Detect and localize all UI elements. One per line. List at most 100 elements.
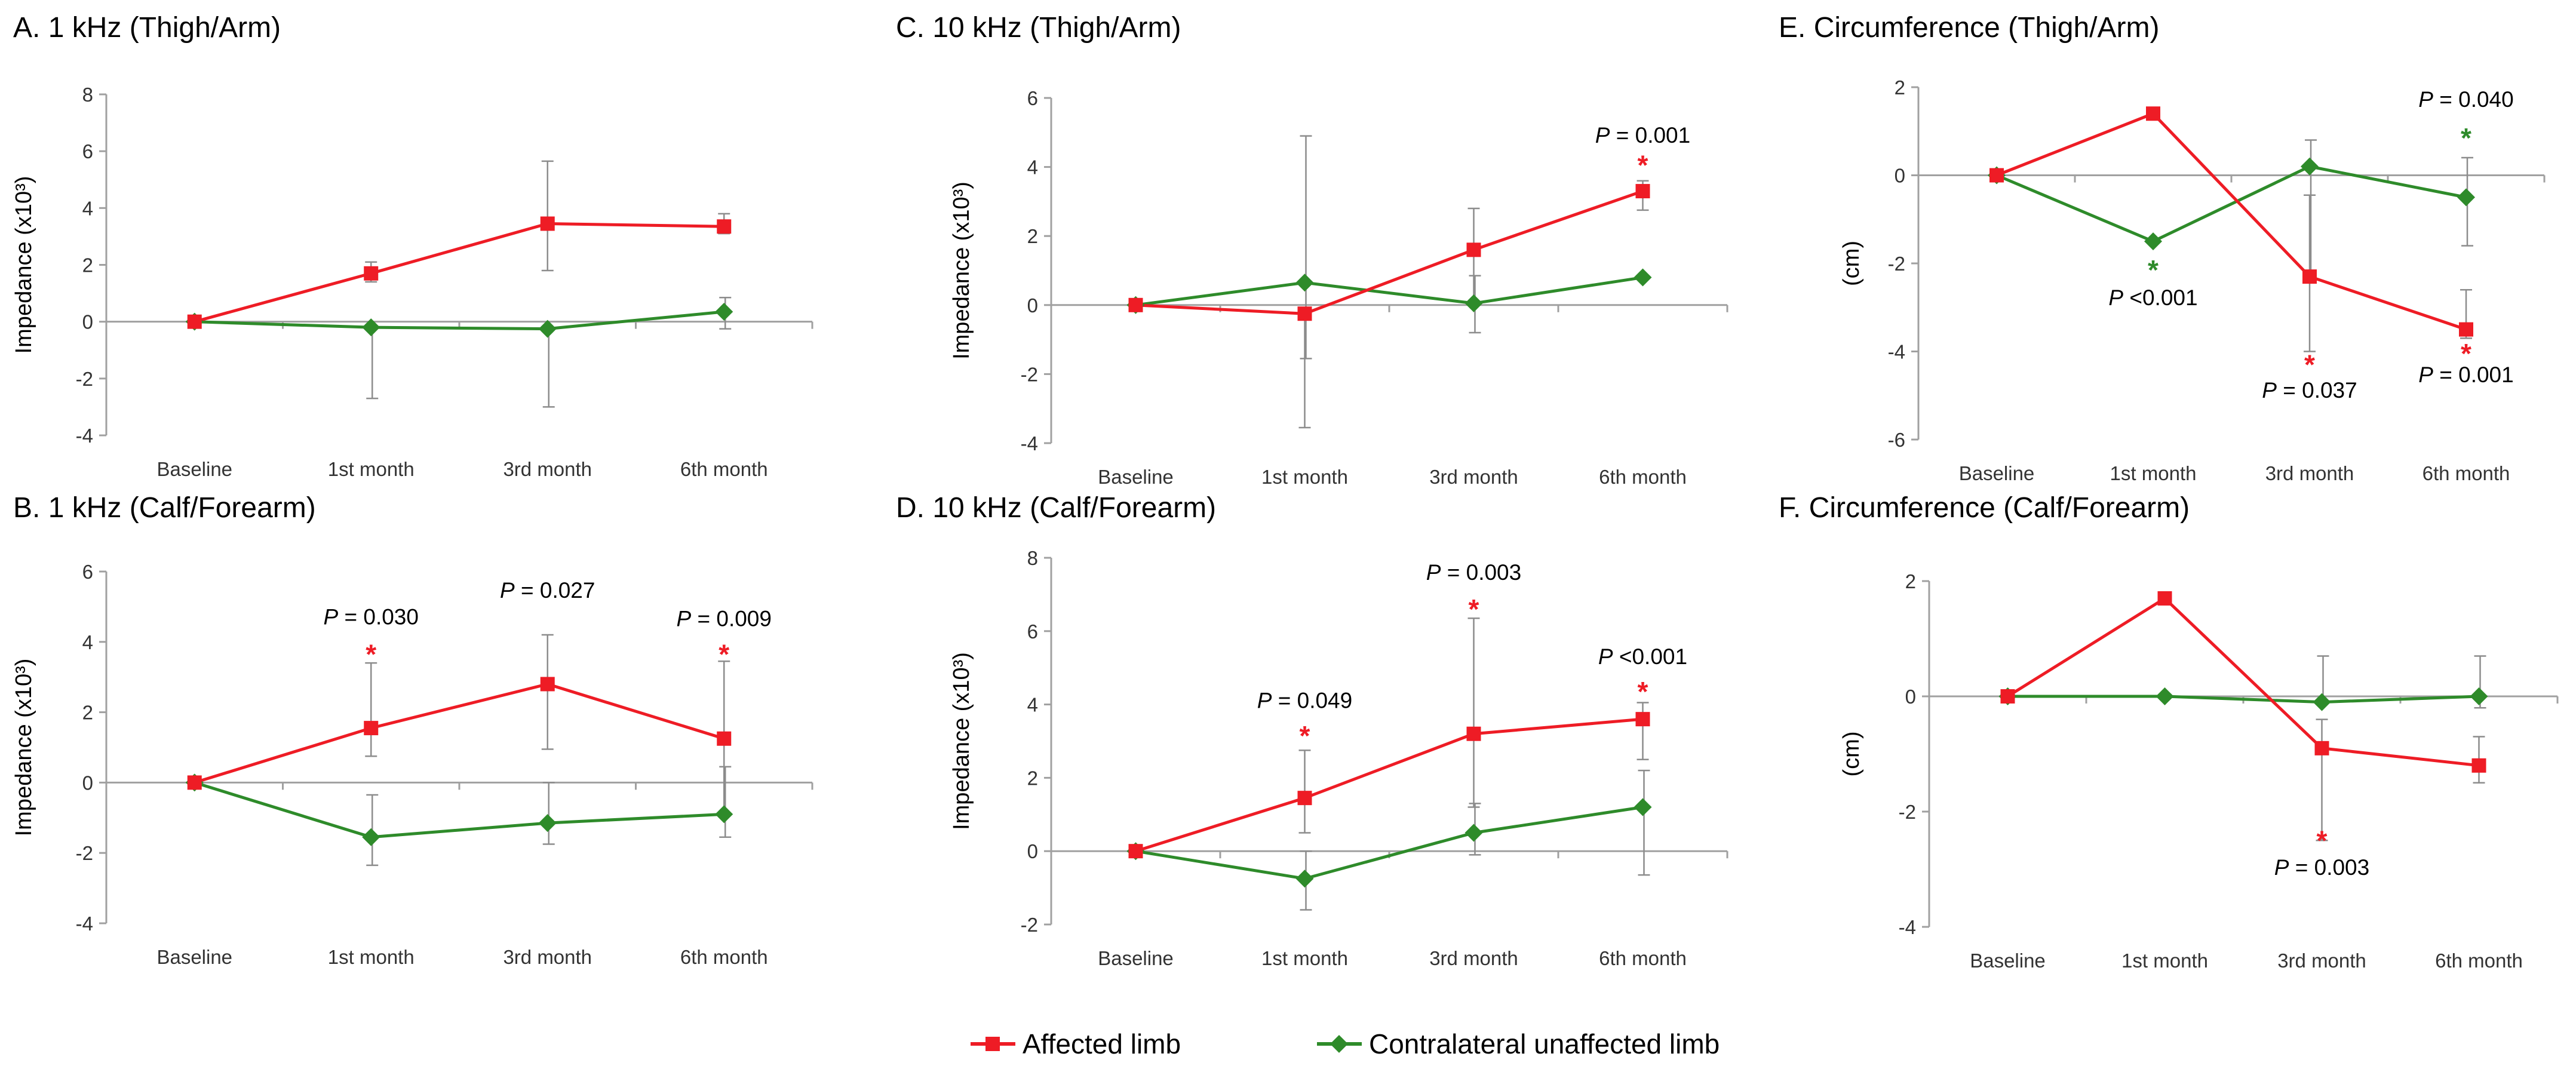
y-tick-label: -4	[1888, 341, 1905, 363]
p-value-text: = 0.009	[691, 606, 772, 631]
x-tick-label: 1st month	[1261, 466, 1348, 488]
affected-point	[1635, 712, 1650, 727]
x-tick-label: 3rd month	[503, 946, 592, 968]
affected-point	[364, 721, 379, 736]
y-axis-label: (cm)	[1839, 732, 1864, 777]
significance-star: *	[719, 638, 729, 669]
y-tick-label: 8	[1027, 547, 1038, 569]
p-symbol: P	[1595, 123, 1610, 148]
panel-B: B. 1 kHz (Calf/Forearm) Impedance (x10³) -…	[11, 492, 813, 968]
x-tick-label: 1st month	[2121, 950, 2208, 972]
y-tick-label: -4	[76, 913, 93, 935]
contralateral-point	[2144, 232, 2162, 251]
contralateral-point	[1634, 798, 1652, 816]
x-tick-label: 6th month	[680, 946, 768, 968]
p-symbol: P	[1598, 644, 1613, 669]
p-value-text: = 0.037	[2277, 378, 2357, 403]
p-symbol: P	[324, 604, 339, 629]
affected-point	[2146, 106, 2160, 121]
panel-title: F. Circumference (Calf/Forearm)	[1779, 492, 2190, 524]
p-value-text: = 0.003	[2289, 855, 2369, 880]
x-tick-label: Baseline	[1098, 466, 1174, 488]
x-tick-label: Baseline	[1959, 462, 2035, 484]
y-tick-label: -4	[76, 425, 93, 447]
contralateral-point	[1464, 824, 1483, 842]
y-axis-label: (cm)	[1839, 241, 1864, 286]
affected-point	[1128, 297, 1143, 312]
legend: Affected limb Contralateral unaffected l…	[971, 1028, 1720, 1059]
affected-point	[1466, 242, 1481, 257]
p-symbol: P	[1257, 689, 1272, 713]
p-value-annotation: P <0.001	[2108, 285, 2197, 310]
affected-point	[1466, 726, 1481, 741]
affected-point	[2314, 741, 2329, 755]
p-value-annotation: P = 0.003	[1426, 560, 1521, 585]
panel-A: A. 1 kHz (Thigh/Arm) Impedance (x10³) -4 -2…	[11, 12, 813, 480]
contralateral-series-line	[1135, 806, 1643, 880]
y-tick-label: 4	[1027, 156, 1038, 179]
x-tick-label: 6th month	[1599, 466, 1687, 488]
p-symbol: P	[500, 578, 515, 603]
p-value-annotation: P = 0.037	[2262, 378, 2357, 403]
y-tick-label: -2	[76, 842, 93, 864]
affected-series-line	[194, 222, 724, 324]
contralateral-point	[1295, 870, 1314, 888]
y-tick-label: 2	[1027, 767, 1038, 789]
y-tick-label: 0	[82, 772, 93, 794]
affected-series-line	[1135, 189, 1644, 315]
y-tick-label: 4	[82, 197, 93, 219]
affected-series-line	[1996, 112, 2467, 331]
affected-point	[2157, 591, 2172, 606]
p-symbol: P	[2108, 285, 2123, 310]
x-tick-label: 3rd month	[1429, 466, 1518, 488]
chart-panels: A. 1 kHz (Thigh/Arm) Impedance (x10³) -4 -2…	[11, 12, 2559, 972]
p-value-text: = 0.049	[1272, 689, 1352, 713]
y-tick-label: 6	[1027, 620, 1038, 643]
contralateral-point	[362, 828, 380, 846]
p-value-text: = 0.030	[338, 604, 419, 629]
y-tick-label: 0	[1895, 165, 1905, 187]
y-tick-label: 2	[82, 254, 93, 277]
y-tick-label: -2	[1888, 253, 1905, 275]
y-tick-label: 0	[1027, 294, 1038, 317]
y-tick-label: 2	[1895, 76, 1905, 99]
p-value-annotation: P <0.001	[1598, 644, 1687, 669]
affected-point	[1128, 844, 1143, 859]
panel-C: C. 10 kHz (Thigh/Arm) Impedance (x10³) -4 -…	[896, 12, 1728, 488]
panel-title: A. 1 kHz (Thigh/Arm)	[13, 12, 281, 44]
y-tick-label: -2	[1021, 363, 1038, 385]
y-axis-label: Impedance (x10³)	[11, 176, 36, 354]
panel-title: B. 1 kHz (Calf/Forearm)	[13, 492, 316, 524]
y-tick-label: -4	[1021, 432, 1038, 454]
p-value-text: = 0.040	[2433, 87, 2514, 112]
affected-point	[187, 314, 202, 329]
y-tick-label: 8	[82, 84, 93, 106]
affected-point	[717, 731, 732, 746]
contralateral-series-line	[1996, 165, 2467, 243]
y-tick-label: 6	[82, 140, 93, 162]
x-tick-label: 1st month	[2110, 462, 2197, 484]
affected-point	[540, 216, 555, 231]
contralateral-point	[2301, 157, 2319, 176]
legend-contralateral-label: Contralateral unaffected limb	[1369, 1028, 1720, 1059]
affected-point	[364, 266, 379, 281]
p-value-annotation: P = 0.001	[2418, 363, 2513, 387]
affected-point	[2302, 269, 2317, 284]
y-tick-label: -4	[1899, 916, 1916, 938]
p-value-text: = 0.027	[515, 578, 595, 603]
x-tick-label: 3rd month	[503, 458, 592, 480]
affected-series-line	[194, 682, 724, 784]
affected-point	[1989, 168, 2004, 183]
panel-E: E. Circumference (Thigh/Arm) (cm) -6 -4 -2 0 2…	[1779, 12, 2546, 484]
significance-star: *	[366, 638, 376, 669]
y-axis-label: Impedance (x10³)	[949, 182, 974, 360]
contralateral-point	[538, 814, 557, 833]
y-tick-label: -6	[1888, 429, 1905, 451]
contralateral-series-line	[194, 781, 724, 839]
p-value-text: = 0.001	[1610, 123, 1690, 148]
panel-title: C. 10 kHz (Thigh/Arm)	[896, 12, 1181, 44]
contralateral-point	[2313, 693, 2331, 711]
y-tick-label: 2	[82, 702, 93, 724]
p-value-annotation: P = 0.001	[1595, 123, 1690, 148]
